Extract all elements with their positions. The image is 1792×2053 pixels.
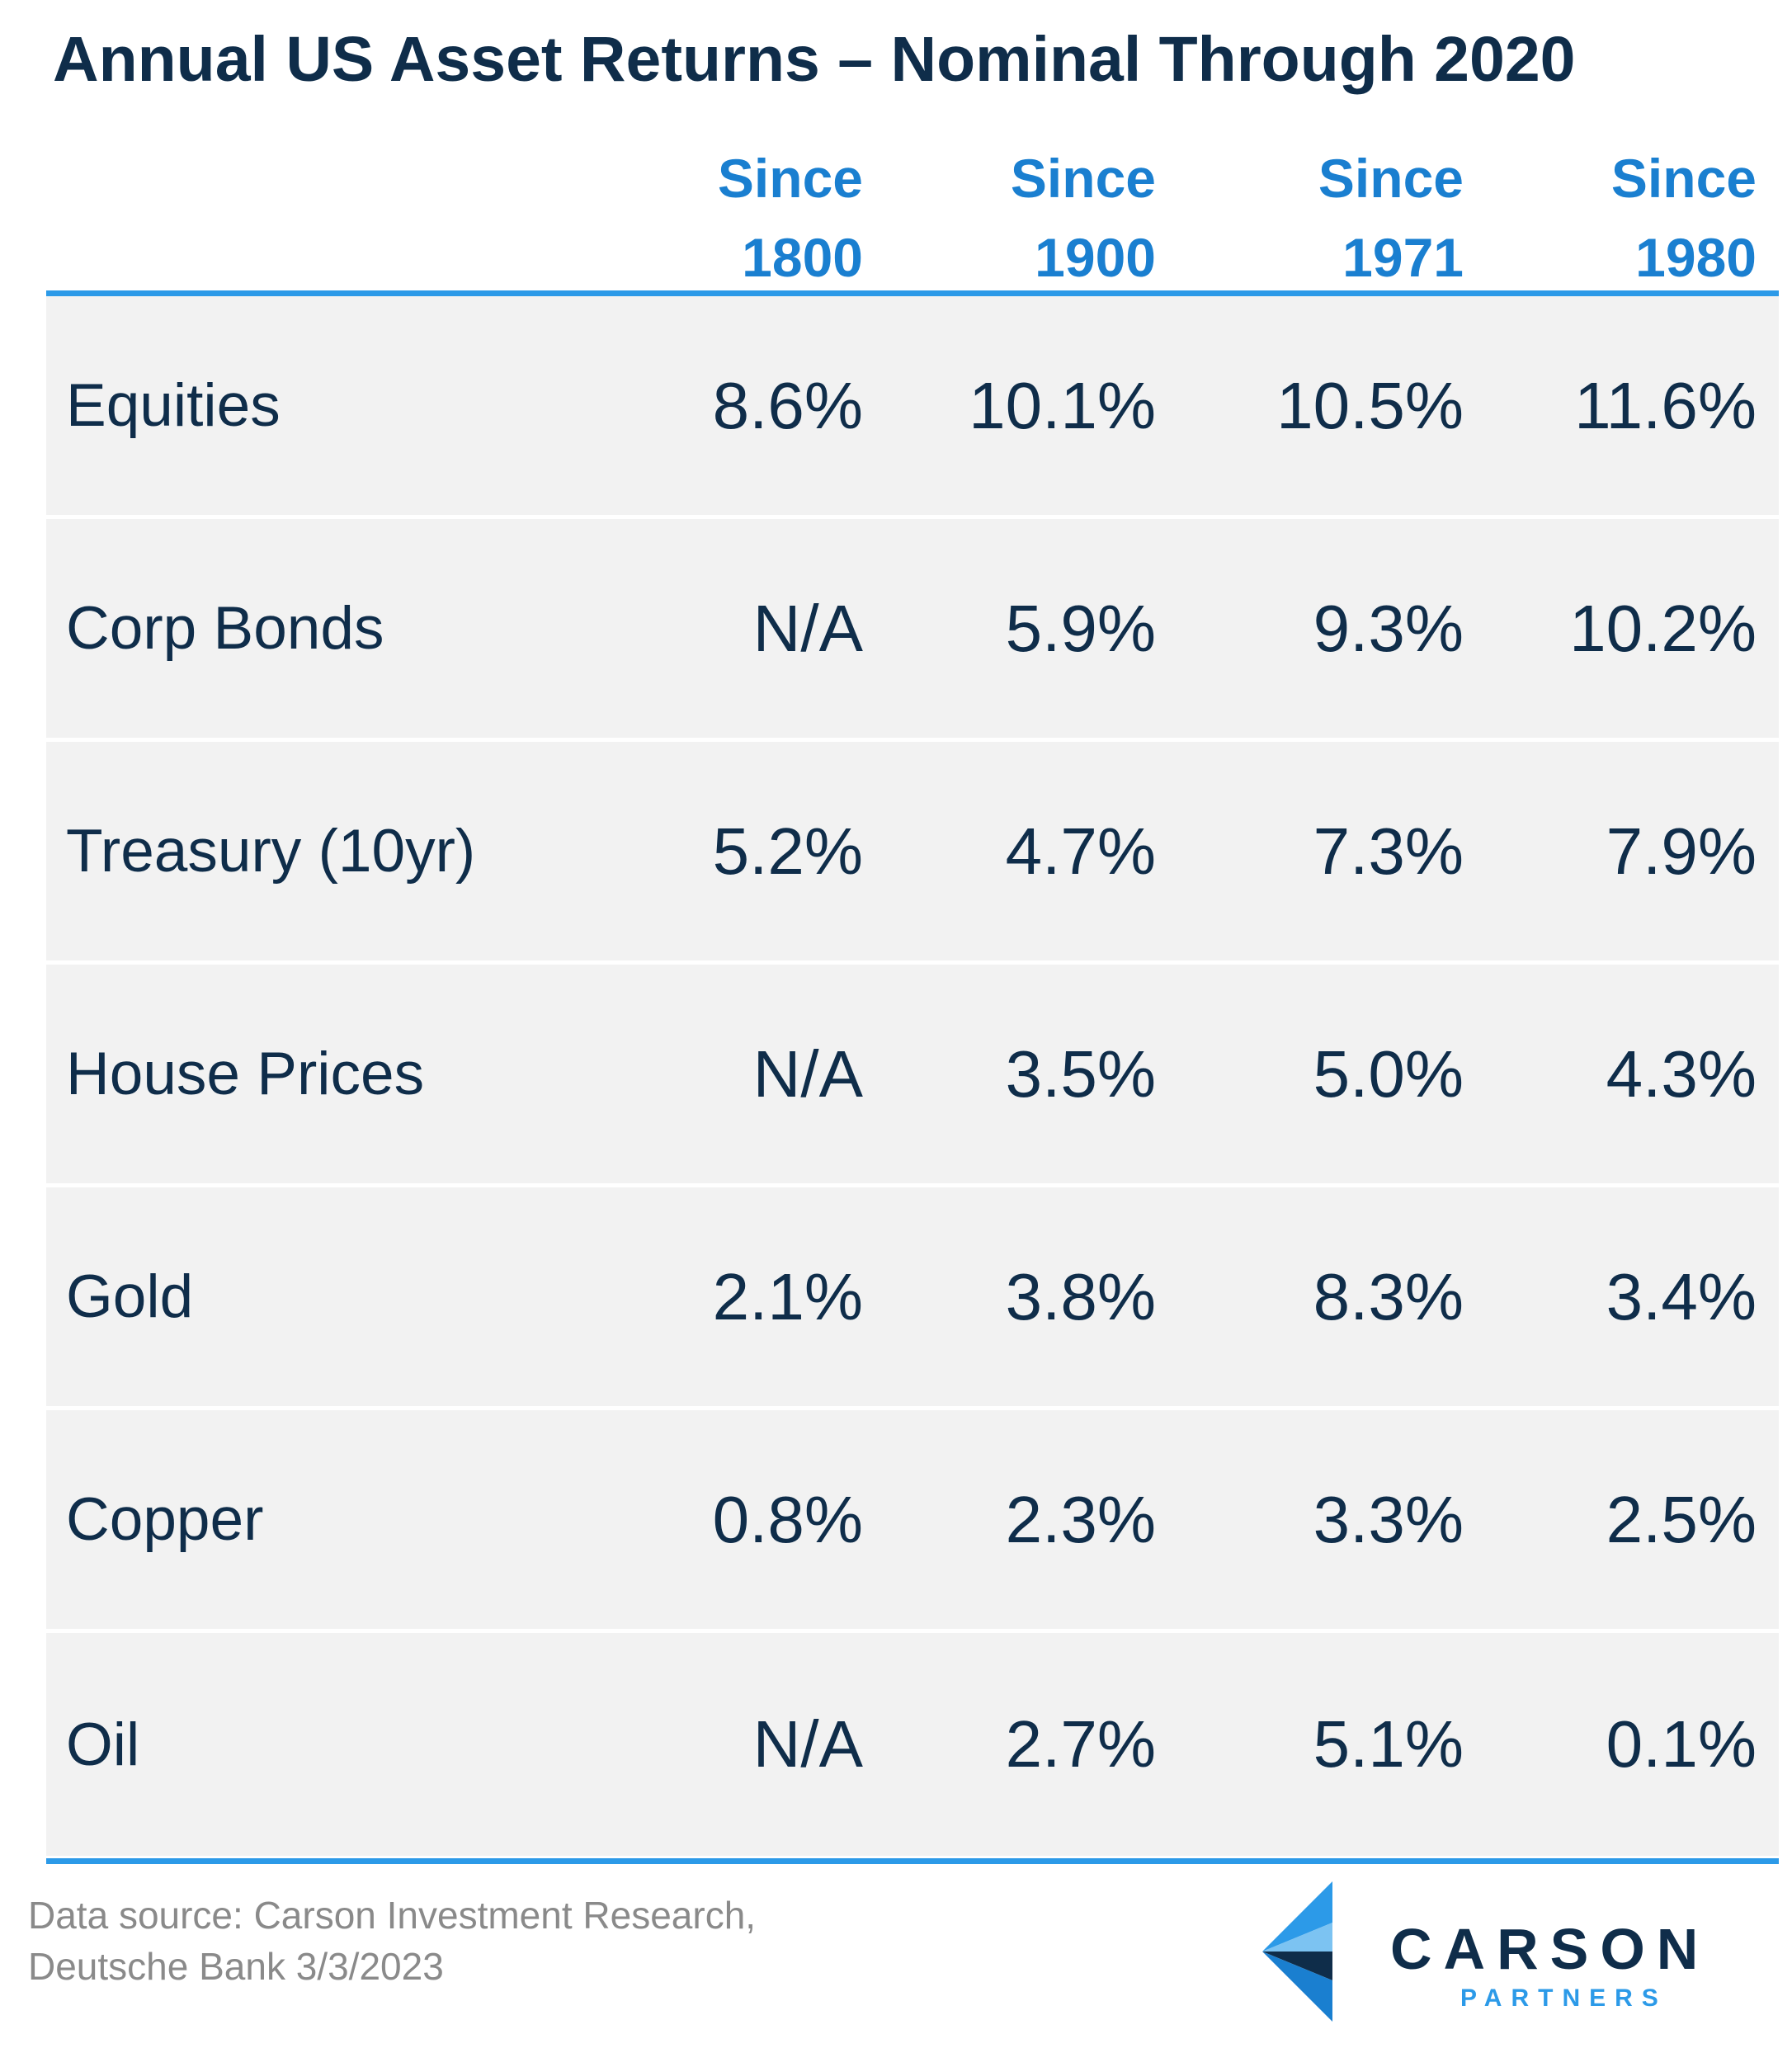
table-cell: 5.2% bbox=[712, 814, 863, 888]
table-cell: 3.8% bbox=[1005, 1259, 1156, 1333]
table-cell: N/A bbox=[752, 1707, 863, 1781]
carson-logo-mark-icon bbox=[1262, 1881, 1332, 2022]
table-row: Treasury (10yr) 5.2% 4.7% 7.3% 7.9% bbox=[46, 742, 1779, 965]
column-header: Since 1800 bbox=[718, 139, 863, 297]
table-cell: N/A bbox=[752, 591, 863, 665]
table-cell: 9.3% bbox=[1313, 591, 1464, 665]
logo-subtitle: PARTNERS bbox=[1460, 1985, 1667, 2012]
table-cell: 2.5% bbox=[1606, 1482, 1757, 1556]
table-cell: 7.9% bbox=[1606, 814, 1757, 888]
table-cell: 3.3% bbox=[1313, 1482, 1464, 1556]
table-cell: 4.3% bbox=[1606, 1036, 1757, 1111]
table-cell: 2.3% bbox=[1005, 1482, 1156, 1556]
column-header-line-2: 1800 bbox=[742, 227, 863, 288]
row-label: Oil bbox=[66, 1711, 140, 1778]
column-header-line-2: 1900 bbox=[1035, 227, 1156, 288]
table-cell: 2.1% bbox=[712, 1259, 863, 1333]
table-cell: 10.2% bbox=[1569, 591, 1757, 665]
table-cell: 4.7% bbox=[1005, 814, 1156, 888]
data-source-line-1: Data source: Carson Investment Research, bbox=[28, 1894, 757, 1937]
table-header: Since 1800 Since 1900 Since 1971 Since 1980 bbox=[46, 139, 1779, 288]
table-cell: 5.1% bbox=[1313, 1707, 1464, 1781]
table-row: House Prices N/A 3.5% 5.0% 4.3% bbox=[46, 965, 1779, 1187]
table-cell: 5.0% bbox=[1313, 1036, 1464, 1111]
column-header: Since 1900 bbox=[1011, 139, 1156, 297]
data-source: Data source: Carson Investment Research,… bbox=[28, 1890, 756, 1992]
row-label: Treasury (10yr) bbox=[66, 818, 476, 885]
column-header-line-2: 1971 bbox=[1342, 227, 1464, 288]
table-cell: 7.3% bbox=[1313, 814, 1464, 888]
table-row: Gold 2.1% 3.8% 8.3% 3.4% bbox=[46, 1187, 1779, 1410]
column-header-line-1: Since bbox=[717, 148, 863, 209]
table-row: Copper 0.8% 2.3% 3.3% 2.5% bbox=[46, 1410, 1779, 1633]
row-label: Corp Bonds bbox=[66, 595, 384, 662]
table-cell: 8.6% bbox=[712, 368, 863, 442]
row-label: Gold bbox=[66, 1263, 194, 1330]
table-cell: 11.6% bbox=[1574, 368, 1757, 442]
row-label: House Prices bbox=[66, 1041, 425, 1107]
table-cell: 5.9% bbox=[1005, 591, 1156, 665]
table-cell: 10.1% bbox=[969, 368, 1156, 442]
table-cell: 0.8% bbox=[712, 1482, 863, 1556]
chart-title: Annual US Asset Returns – Nominal Throug… bbox=[53, 24, 1576, 95]
column-header: Since 1971 bbox=[1318, 139, 1464, 297]
table-cell: 8.3% bbox=[1313, 1259, 1464, 1333]
table-cell: 3.4% bbox=[1606, 1259, 1757, 1333]
column-header-line-1: Since bbox=[1610, 148, 1757, 209]
data-source-line-2: Deutsche Bank 3/3/2023 bbox=[28, 1945, 444, 1988]
table-cell: 0.1% bbox=[1606, 1707, 1757, 1781]
returns-table: Equities 8.6% 10.1% 10.5% 11.6% Corp Bonds N/A… bbox=[46, 296, 1779, 1856]
table-cell: 3.5% bbox=[1005, 1036, 1156, 1111]
table-cell: 2.7% bbox=[1005, 1707, 1156, 1781]
table-row: Corp Bonds N/A 5.9% 9.3% 10.2% bbox=[46, 519, 1779, 742]
header-rule bbox=[46, 290, 1779, 296]
footer-rule bbox=[46, 1858, 1779, 1864]
column-header-line-2: 1980 bbox=[1635, 227, 1757, 288]
column-header-line-1: Since bbox=[1318, 148, 1464, 209]
logo-wordmark: CARSON bbox=[1390, 1917, 1710, 1981]
carson-logo: CARSON PARTNERS bbox=[1254, 1873, 1782, 2030]
table-cell: N/A bbox=[752, 1036, 863, 1111]
column-header-line-1: Since bbox=[1010, 148, 1156, 209]
table-cell: 10.5% bbox=[1276, 368, 1464, 442]
row-label: Equities bbox=[66, 372, 281, 439]
column-header: Since 1980 bbox=[1611, 139, 1757, 297]
row-label: Copper bbox=[66, 1486, 264, 1553]
table-row: Equities 8.6% 10.1% 10.5% 11.6% bbox=[46, 296, 1779, 519]
table-row: Oil N/A 2.7% 5.1% 0.1% bbox=[46, 1633, 1779, 1856]
